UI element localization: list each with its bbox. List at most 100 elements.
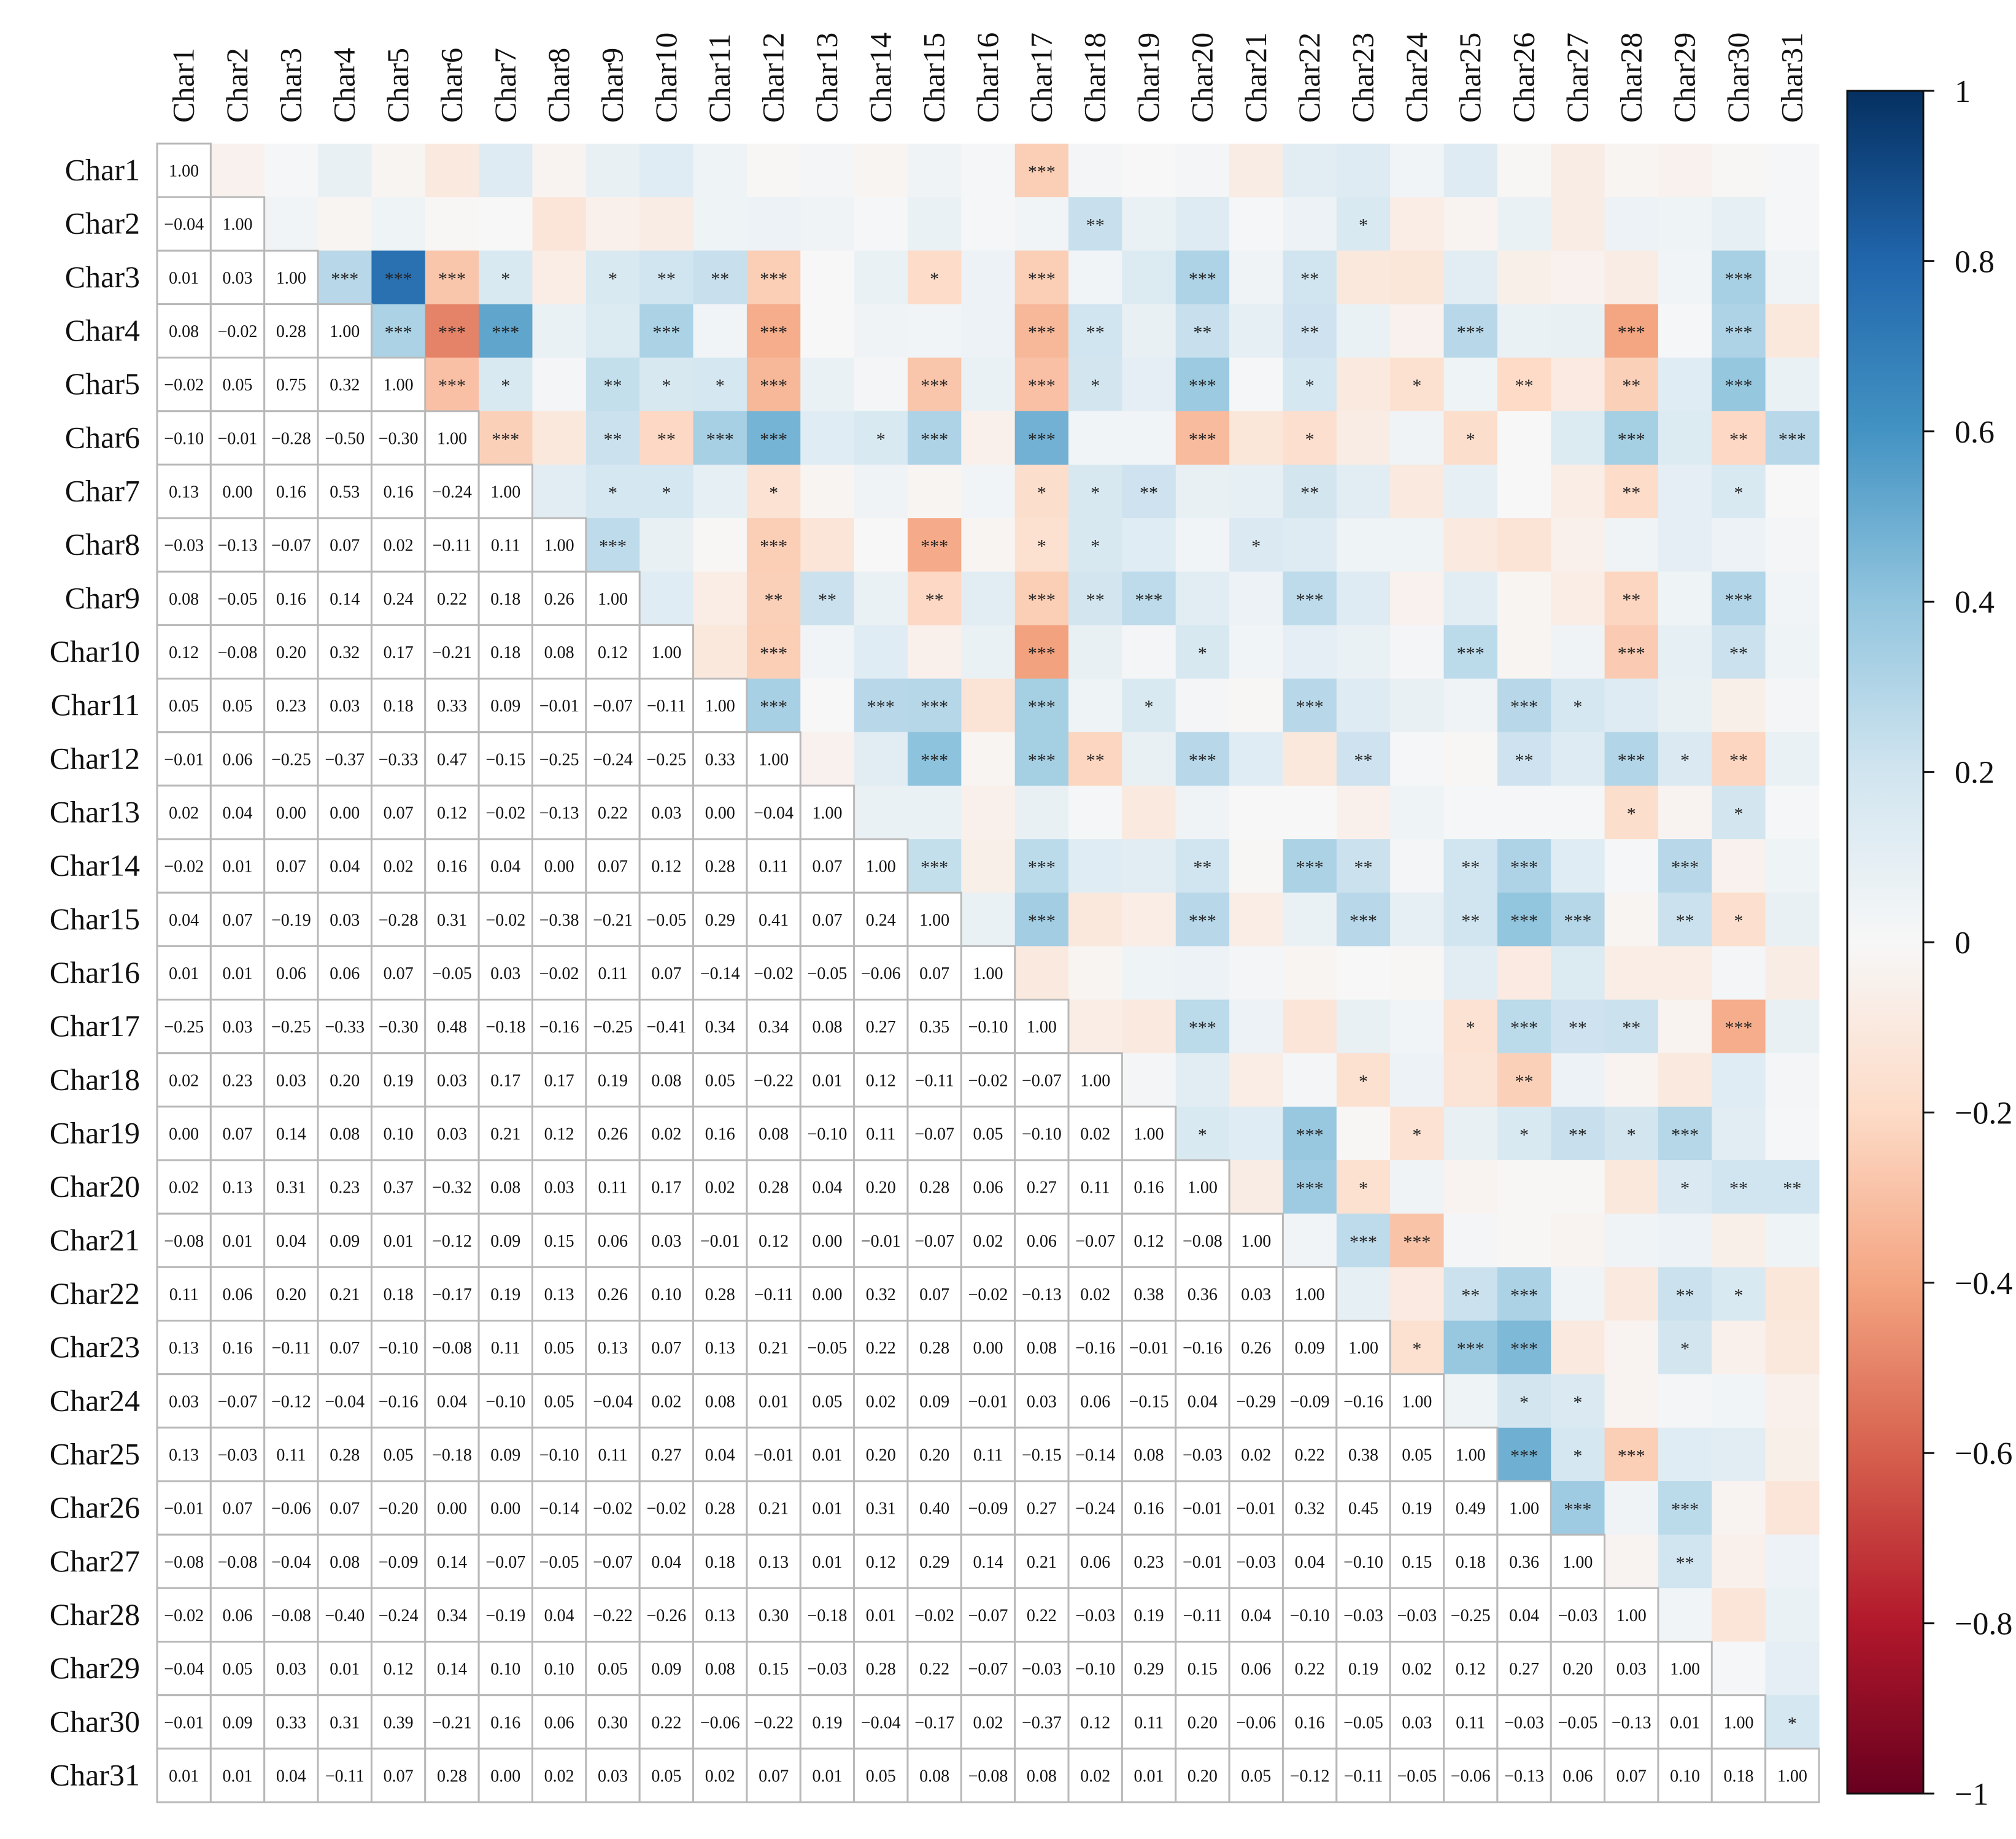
heatmap-cell-upper [1765, 892, 1820, 947]
heatmap-cell-lower [1550, 1587, 1606, 1643]
significance-label: * [1359, 1179, 1368, 1199]
cell-value-label: −0.14 [539, 1500, 579, 1519]
heatmap-cell-upper [1712, 785, 1766, 840]
column-label: Char31 [1774, 33, 1809, 123]
cell-value-label: −0.24 [593, 750, 633, 769]
heatmap-cell-upper [1014, 785, 1069, 840]
cell-value-label: −0.03 [1504, 1713, 1544, 1732]
heatmap-cell-upper [746, 411, 801, 465]
heatmap-cell-upper [1604, 785, 1659, 840]
significance-label: *** [1618, 322, 1645, 343]
heatmap-cell-lower [906, 1159, 962, 1215]
heatmap-cell-lower [746, 1320, 801, 1376]
cell-value-label: −0.05 [432, 964, 472, 983]
cell-value-label: 0.01 [812, 1071, 842, 1090]
heatmap-cell-lower [746, 945, 801, 1001]
heatmap-cell-lower [317, 945, 373, 1001]
heatmap-cell-upper [1604, 839, 1659, 893]
cell-value-label: 0.03 [276, 1660, 306, 1679]
cell-value-label: 0.07 [330, 1500, 360, 1519]
heatmap-cell-lower [1604, 1641, 1659, 1697]
cell-value-label: −0.16 [1183, 1339, 1222, 1358]
heatmap-cell-upper [1175, 197, 1230, 251]
cell-value-label: −0.05 [218, 590, 258, 609]
heatmap-cell-lower [156, 249, 212, 305]
heatmap-cell-upper [907, 197, 962, 251]
heatmap-cell-upper [639, 357, 694, 412]
heatmap-cell-upper [1443, 1214, 1498, 1268]
cell-value-label: −0.08 [432, 1339, 472, 1358]
cell-value-label: 0.37 [384, 1179, 414, 1198]
heatmap-cell-upper [961, 571, 1016, 626]
cell-value-label: −0.02 [968, 1285, 1008, 1304]
cell-value-label: 0.13 [169, 1339, 199, 1358]
significance-label: ** [1515, 1071, 1534, 1091]
heatmap-cell-upper [1014, 144, 1069, 198]
significance-label: *** [1135, 590, 1163, 610]
cell-value-label: 0.03 [437, 1071, 467, 1090]
heatmap-cell-upper [1390, 304, 1445, 358]
heatmap-cell-upper [1765, 464, 1820, 519]
cell-value-label: 0.47 [437, 750, 467, 769]
cell-value-label: −0.10 [1343, 1553, 1383, 1572]
heatmap-cell-upper [1604, 197, 1659, 251]
cell-value-label: 0.24 [866, 911, 896, 930]
cell-value-label: 0.33 [276, 1713, 306, 1732]
heatmap-cell-upper [639, 518, 694, 572]
cell-value-label: 0.16 [384, 483, 414, 502]
heatmap-cell-upper [1122, 411, 1176, 465]
heatmap-cell-lower [477, 1159, 533, 1215]
significance-label: *** [1457, 643, 1485, 664]
cell-value-label: 1.00 [651, 643, 681, 662]
heatmap-cell-upper [639, 464, 694, 519]
column-label: Char3 [273, 48, 307, 123]
cell-value-label: −0.06 [1236, 1713, 1276, 1732]
heatmap-cell-lower [906, 999, 962, 1055]
heatmap-cell-upper [1175, 732, 1230, 786]
significance-label: * [1359, 1071, 1368, 1091]
cell-value-label: −0.21 [432, 643, 472, 662]
significance-label: ** [1300, 269, 1319, 289]
heatmap-cell-upper [1443, 1320, 1498, 1375]
heatmap-cell-lower [1228, 1587, 1284, 1643]
heatmap-cell-upper [800, 464, 855, 519]
cell-value-label: 1.00 [1723, 1713, 1753, 1732]
heatmap-lower-cells: 1.00 −0.04 1.00 0.01 0.03 1.00 0.08 −0.02 0.28 1.… [156, 142, 1820, 1803]
cell-value-label: 0.28 [866, 1660, 896, 1679]
cell-value-label: 0.02 [1402, 1660, 1432, 1679]
cell-value-label: 1.00 [866, 858, 896, 877]
cell-value-label: 0.13 [544, 1285, 574, 1304]
row-label: Char18 [50, 1062, 140, 1096]
significance-label: *** [921, 858, 948, 878]
significance-label: ** [1354, 750, 1372, 770]
column-label: Char22 [1292, 33, 1326, 123]
heatmap-cell-upper [1497, 946, 1551, 1001]
heatmap-cell-upper [1390, 197, 1445, 251]
cell-value-label: 0.09 [490, 697, 520, 716]
significance-label: *** [1296, 590, 1324, 610]
heatmap-cell-upper [1229, 1106, 1284, 1161]
cell-value-label: 1.00 [223, 215, 253, 234]
cell-value-label: −0.11 [754, 1285, 794, 1304]
cell-value-label: 0.22 [651, 1713, 681, 1732]
cell-value-label: −0.03 [1075, 1606, 1115, 1625]
heatmap-cell-upper [1658, 357, 1712, 412]
heatmap-cell-lower [960, 999, 1016, 1055]
heatmap-cell-upper [425, 357, 479, 412]
row-label: Char26 [50, 1490, 140, 1525]
heatmap-cell-upper [1283, 197, 1337, 251]
cell-value-label: 0.07 [330, 1339, 360, 1358]
cell-value-label: 0.07 [330, 536, 360, 556]
heatmap-cell-upper [318, 197, 373, 251]
heatmap-cell-lower [1121, 1105, 1177, 1161]
heatmap-cell-upper [961, 250, 1016, 305]
cell-value-label: 0.31 [330, 1713, 360, 1732]
heatmap-cell-upper [1336, 357, 1391, 412]
heatmap-cell-upper [532, 144, 587, 198]
cell-value-label: 0.26 [544, 590, 574, 609]
heatmap-cell-lower [370, 410, 427, 466]
heatmap-cell-lower [1281, 1480, 1338, 1536]
heatmap-cell-lower [424, 678, 480, 734]
heatmap-cell-lower [317, 891, 373, 947]
heatmap-cell-upper [1712, 250, 1766, 305]
